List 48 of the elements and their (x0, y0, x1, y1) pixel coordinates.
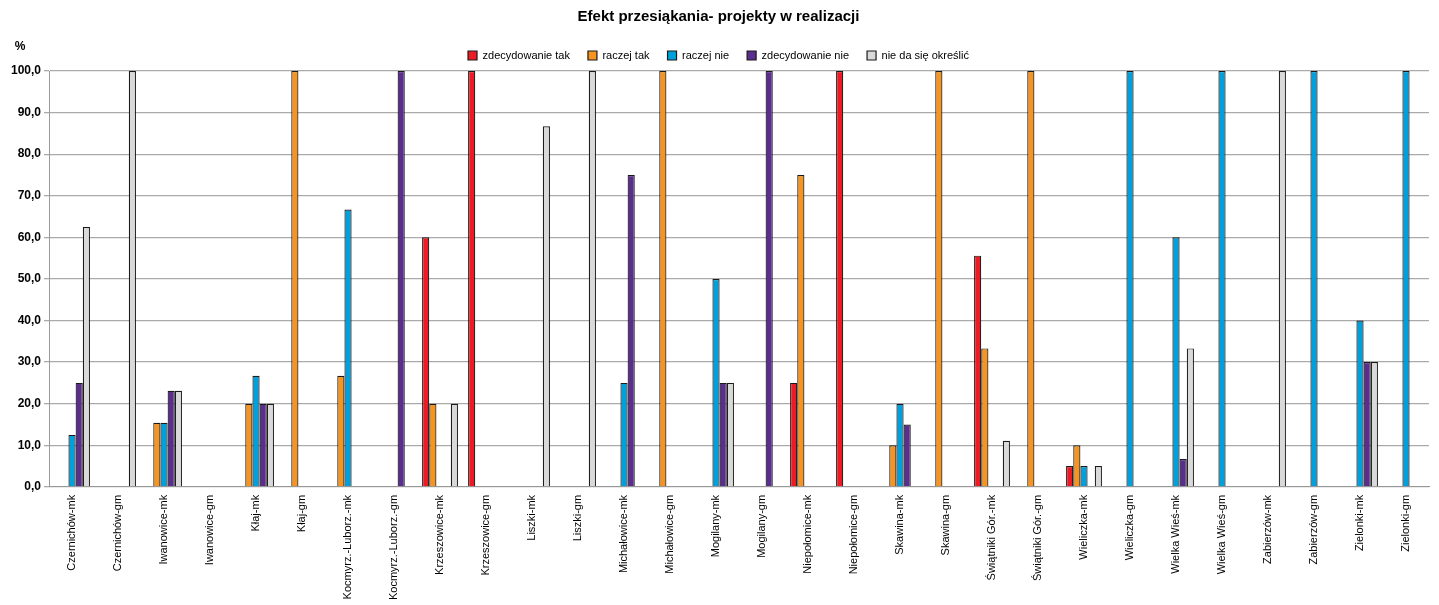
y-tick-label: 80,0 (17, 146, 42, 161)
x-tick-label: Skawina-mk (893, 494, 906, 555)
x-tick-label: Czernichów-mk (65, 494, 78, 571)
legend-label: raczej tak (602, 48, 651, 61)
y-tick-label: 90,0 (17, 104, 42, 119)
x-tick-label: Zabierzów-gm (1307, 494, 1320, 565)
y-tick-label: 100,0 (11, 63, 42, 78)
x-tick-label: Michałowice-gm (663, 494, 676, 574)
x-tick-label: Iwanowice-mk (157, 494, 170, 565)
y-tick-label: 50,0 (17, 271, 42, 286)
x-tick-label: Kłaj-mk (249, 494, 262, 532)
x-tick-label: Kłaj-gm (295, 494, 308, 533)
legend-label: nie da się określić (881, 48, 970, 61)
y-tick-label: 60,0 (17, 229, 42, 244)
x-tick-label: Krzeszowice-gm (479, 494, 492, 576)
x-tick-label: Kocmyrz.-Luborz.-mk (341, 494, 354, 600)
x-tick-label: Zielonki-mk (1353, 494, 1366, 552)
x-tick-label: Wielka Wieś-mk (1169, 494, 1182, 574)
y-tick-label: 20,0 (17, 396, 42, 411)
y-tick-label: 10,0 (17, 437, 42, 452)
x-tick-label: Wieliczka-gm (1123, 494, 1136, 561)
x-tick-label: Zielonki-gm (1399, 494, 1412, 552)
y-tick-label: 70,0 (17, 188, 42, 203)
x-tick-label: Mogilany-mk (709, 494, 722, 558)
legend-label: zdecydowanie tak (482, 48, 571, 61)
x-tick-label: Skawina-gm (939, 494, 952, 556)
x-tick-label: Zabierzów-mk (1261, 494, 1274, 564)
x-tick-label: Wielka Wieś-gm (1215, 494, 1228, 575)
x-tick-label: Liszki-gm (571, 494, 584, 542)
x-tick-label: Krzeszowice-mk (433, 494, 446, 575)
legend-label: zdecydowanie nie (761, 48, 850, 61)
x-tick-label: Niepołomice-mk (801, 494, 814, 574)
x-tick-label: Wieliczka-mk (1077, 494, 1090, 560)
y-axis-title: % (14, 39, 26, 54)
x-tick-label: Michałowice-mk (617, 494, 630, 574)
x-tick-label: Czernichów-gm (111, 494, 124, 572)
x-tick-label: Mogilany-gm (755, 494, 768, 558)
y-tick-label: 40,0 (17, 312, 42, 327)
x-tick-label: Kocmyrz.-Luborz.-gm (387, 494, 400, 601)
x-tick-label: Liszki-mk (525, 494, 538, 541)
chart-title: Efekt przesiąkania- projekty w realizacji (577, 7, 860, 25)
legend-label: raczej nie (682, 48, 730, 61)
x-tick-label: Świątniki Gór.-mk (985, 494, 998, 581)
x-tick-label: Świątniki Gór.-gm (1031, 494, 1044, 582)
x-tick-label: Niepołomice-gm (847, 494, 860, 575)
y-tick-label: 30,0 (17, 354, 42, 369)
y-tick-label: 0,0 (24, 479, 42, 494)
x-tick-label: Iwanowice-gm (203, 494, 216, 566)
